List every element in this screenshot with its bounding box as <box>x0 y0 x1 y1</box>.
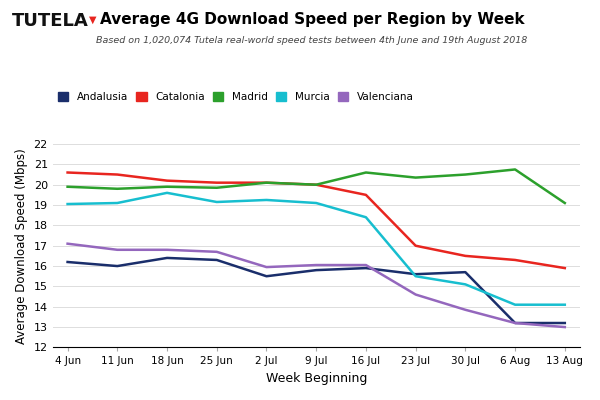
Valenciana <box>213 250 220 254</box>
Madrid <box>213 185 220 190</box>
Madrid <box>511 167 518 172</box>
Murcia <box>511 302 518 307</box>
Line: Murcia: Murcia <box>68 193 565 305</box>
Catalonia <box>561 266 568 270</box>
Andalusia <box>114 264 121 268</box>
Madrid <box>64 184 71 189</box>
Valenciana <box>561 325 568 330</box>
X-axis label: Week Beginning: Week Beginning <box>266 372 367 385</box>
Valenciana <box>511 321 518 326</box>
Valenciana <box>412 292 419 297</box>
Andalusia <box>511 321 518 326</box>
Madrid <box>362 170 370 175</box>
Line: Andalusia: Andalusia <box>68 258 565 323</box>
Valenciana <box>313 263 320 268</box>
Valenciana <box>114 247 121 252</box>
Madrid <box>114 186 121 191</box>
Catalonia <box>313 182 320 187</box>
Catalonia <box>412 243 419 248</box>
Murcia <box>114 201 121 206</box>
Madrid <box>412 175 419 180</box>
Murcia <box>362 215 370 220</box>
Andalusia <box>362 266 370 270</box>
Valenciana <box>263 265 270 270</box>
Murcia <box>462 282 469 287</box>
Madrid <box>561 201 568 206</box>
Catalonia <box>263 180 270 185</box>
Text: Based on 1,020,074 Tutela real-world speed tests between 4th June and 19th Augus: Based on 1,020,074 Tutela real-world spe… <box>97 36 527 45</box>
Legend: Andalusia, Catalonia, Madrid, Murcia, Valenciana: Andalusia, Catalonia, Madrid, Murcia, Va… <box>58 92 413 102</box>
Madrid <box>163 184 170 189</box>
Valenciana <box>362 263 370 268</box>
Line: Madrid: Madrid <box>68 170 565 203</box>
Murcia <box>561 302 568 307</box>
Line: Catalonia: Catalonia <box>68 172 565 268</box>
Catalonia <box>213 180 220 185</box>
Murcia <box>163 190 170 195</box>
Andalusia <box>412 272 419 276</box>
Andalusia <box>462 270 469 274</box>
Catalonia <box>511 258 518 262</box>
Y-axis label: Average Download Speed (Mbps): Average Download Speed (Mbps) <box>15 148 28 344</box>
Andalusia <box>64 260 71 264</box>
Catalonia <box>64 170 71 175</box>
Catalonia <box>114 172 121 177</box>
Madrid <box>462 172 469 177</box>
Murcia <box>412 274 419 279</box>
Murcia <box>313 201 320 206</box>
Catalonia <box>362 192 370 197</box>
Valenciana <box>64 241 71 246</box>
Andalusia <box>561 321 568 326</box>
Murcia <box>213 200 220 204</box>
Catalonia <box>163 178 170 183</box>
Text: ▼: ▼ <box>89 15 96 25</box>
Andalusia <box>263 274 270 279</box>
Murcia <box>64 202 71 206</box>
Madrid <box>313 182 320 187</box>
Line: Valenciana: Valenciana <box>68 244 565 327</box>
Madrid <box>263 180 270 185</box>
Catalonia <box>462 254 469 258</box>
Murcia <box>263 198 270 202</box>
Andalusia <box>313 268 320 272</box>
Andalusia <box>163 256 170 260</box>
Andalusia <box>213 258 220 262</box>
Text: TUTELA: TUTELA <box>12 12 89 30</box>
Text: Average 4G Download Speed per Region by Week: Average 4G Download Speed per Region by … <box>100 12 524 27</box>
Valenciana <box>163 247 170 252</box>
Valenciana <box>462 307 469 312</box>
